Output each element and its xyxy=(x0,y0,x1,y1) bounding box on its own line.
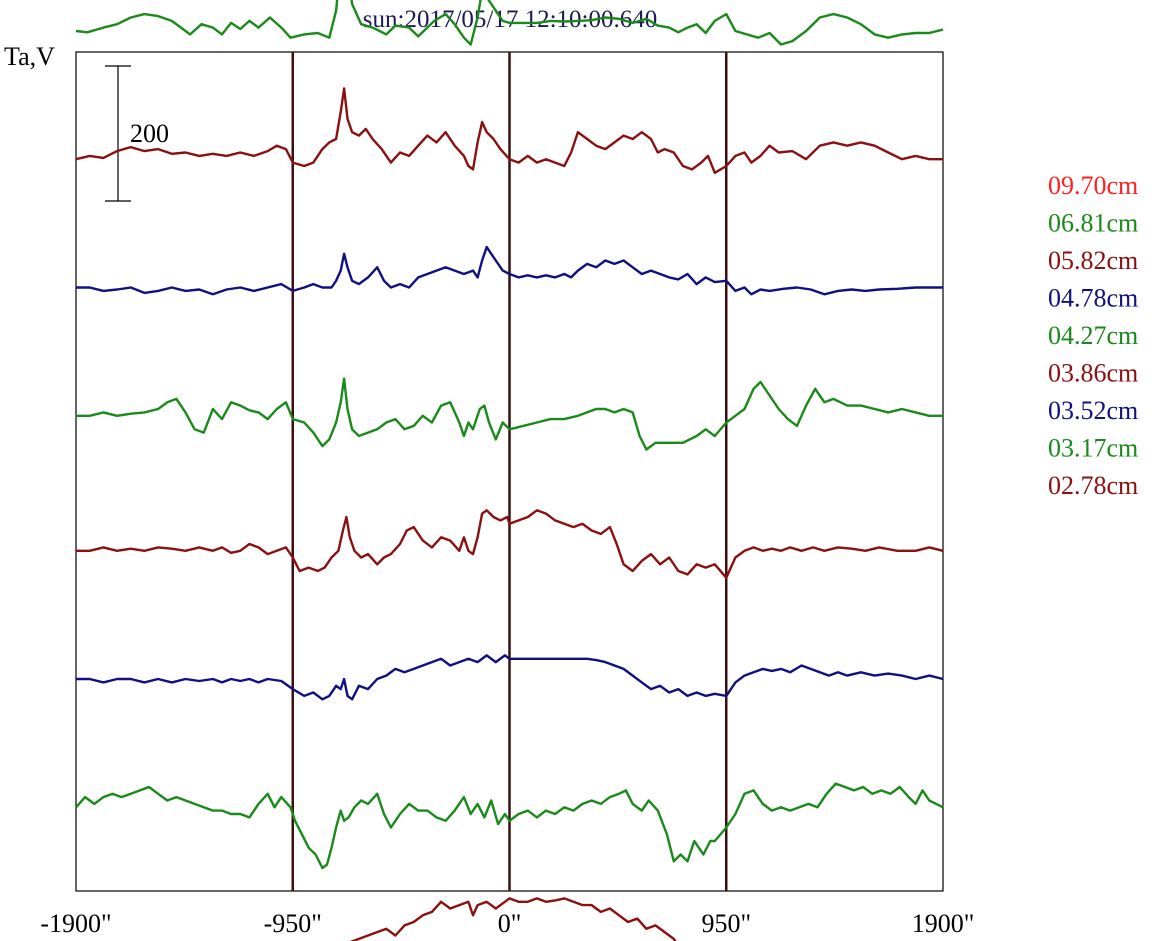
legend-entry: 02.78cm xyxy=(1048,471,1138,500)
x-tick-label: -950" xyxy=(264,909,322,938)
x-tick-label: -1900" xyxy=(40,909,111,938)
series-line-03.52cm xyxy=(76,654,944,701)
y-axis-label: Ta,V xyxy=(4,42,55,71)
series-line-02.78cm xyxy=(349,897,677,941)
series-line-03.86cm xyxy=(76,509,944,579)
legend-entry: 04.78cm xyxy=(1048,284,1138,313)
legend-entry: 03.86cm xyxy=(1048,359,1138,388)
series-line-06.81cm xyxy=(75,0,944,46)
legend-entry: 04.27cm xyxy=(1048,321,1138,350)
legend-entry: 09.70cm xyxy=(1048,171,1138,200)
chart-title: sun:2017/05/17 12:10:00.640 xyxy=(363,6,657,33)
legend-entry: 06.81cm xyxy=(1048,209,1138,238)
x-tick-label: 1900" xyxy=(912,909,975,938)
legend-entry: 03.52cm xyxy=(1048,396,1138,425)
scale-bar: 200 xyxy=(105,65,169,202)
x-tick-label: 0" xyxy=(498,909,522,938)
scale-bar-label: 200 xyxy=(130,119,169,148)
series-line-04.78cm xyxy=(76,245,943,296)
legend-entry: 05.82cm xyxy=(1048,246,1138,275)
series-line-04.27cm xyxy=(76,377,943,451)
x-tick-label: 950" xyxy=(701,909,751,938)
series-line-05.82cm xyxy=(75,87,943,174)
legend-entry: 03.17cm xyxy=(1048,434,1138,463)
series-line-03.17cm xyxy=(75,782,944,870)
